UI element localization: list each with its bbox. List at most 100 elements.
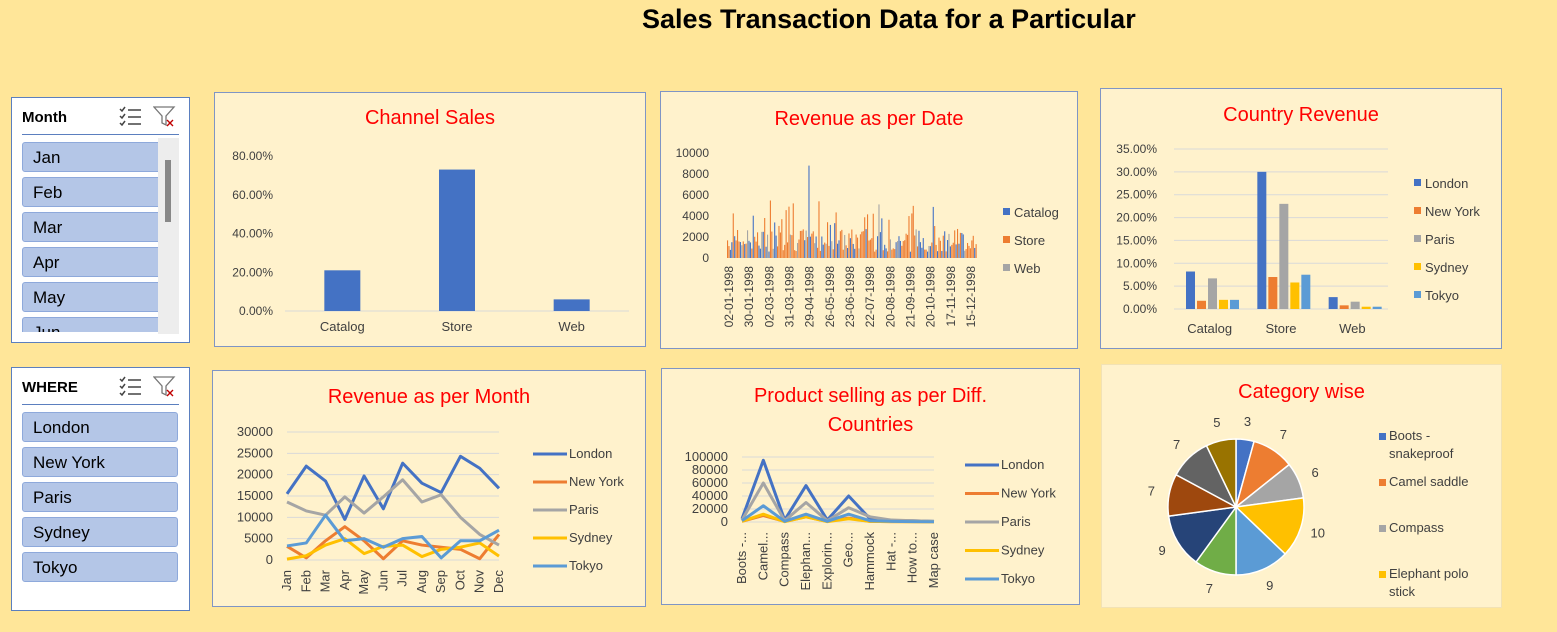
bar [739, 242, 741, 258]
data-label: 10 [1311, 526, 1325, 541]
bar [964, 250, 966, 258]
revenue-date-panel[interactable]: Revenue as per Date 0 2000 4000 6000 8000 100… [660, 91, 1078, 349]
bar [901, 245, 903, 258]
bar [791, 235, 793, 258]
revenue-month-panel[interactable]: Revenue as per Month 0 5000 10000 15000 2000… [212, 370, 646, 607]
scroll-thumb[interactable] [165, 160, 171, 222]
slicer-item-new-york[interactable]: New York [22, 447, 178, 477]
bar [844, 234, 846, 258]
x-tick-label: Oct [452, 570, 467, 591]
data-label: 7 [1280, 427, 1287, 442]
legend-label: Paris [1001, 514, 1031, 529]
bar [887, 251, 889, 258]
bar [858, 248, 860, 258]
channel-sales-panel[interactable]: Channel Sales 0.00% 20.00% 40.00% 60.00% 80.… [214, 92, 646, 347]
bar [827, 222, 829, 258]
country-revenue-panel[interactable]: Country Revenue 0.00% 5.00% 10.00% 15.00% 20… [1100, 88, 1502, 349]
bar [898, 236, 900, 258]
slicer-item-tokyo[interactable]: Tokyo [22, 552, 178, 582]
bar [815, 236, 817, 258]
x-tick-label: Compass [777, 532, 792, 587]
where-slicer[interactable]: WHERE London New York Paris Sydney Tokyo [11, 367, 190, 611]
slicer-item-jan[interactable]: Jan [22, 142, 178, 172]
bar [848, 233, 850, 258]
y-tick-label: 10.00% [1116, 256, 1157, 270]
x-tick-label: Explorin... [819, 532, 834, 590]
bar [802, 229, 804, 258]
bar [812, 231, 814, 258]
where-slicer-title: WHERE [22, 379, 78, 396]
bar [931, 242, 933, 258]
chart-title: Revenue as per Month [327, 386, 531, 408]
bar [909, 251, 911, 258]
x-tick-label: Catalog [320, 319, 365, 334]
multi-select-icon[interactable] [119, 106, 143, 128]
bar [747, 230, 749, 258]
bar [789, 234, 791, 258]
bar [959, 232, 961, 258]
bar [771, 231, 773, 258]
bar [759, 248, 761, 258]
slicer-item-jun[interactable]: Jun [22, 317, 178, 332]
series-line [285, 454, 501, 521]
slicer-item-apr[interactable]: Apr [22, 247, 178, 277]
clear-filter-icon[interactable] [153, 376, 177, 398]
y-tick-label: 80.00% [232, 149, 273, 163]
slicer-item-feb[interactable]: Feb [22, 177, 178, 207]
bar [918, 230, 920, 258]
bar [842, 249, 844, 258]
legend-label: Web [1014, 261, 1041, 276]
revenue-date-chart: 0 2000 4000 6000 8000 10000 02-01-1998 30-01-19… [676, 146, 1059, 328]
bar [782, 250, 784, 258]
clear-filter-icon[interactable] [153, 106, 177, 128]
legend-swatch [1414, 179, 1421, 186]
bar [767, 234, 769, 258]
y-tick-label: 60.00% [232, 188, 273, 202]
bar [862, 231, 864, 258]
series-line [286, 478, 500, 547]
x-tick-label: Geo... [841, 532, 856, 567]
y-tick-label: 80000 [692, 462, 728, 477]
bar [728, 246, 730, 258]
slicer-scrollbar[interactable] [158, 138, 179, 334]
legend-label: Paris [1425, 232, 1455, 247]
bar [835, 212, 837, 258]
bar [735, 240, 737, 258]
bar [878, 204, 880, 258]
slicer-item-may[interactable]: May [22, 282, 178, 312]
y-tick-label: 15000 [237, 488, 273, 503]
bar [927, 251, 929, 258]
bar [805, 230, 807, 258]
x-tick-label: Hat -... [883, 532, 898, 571]
y-tick-label: 20000 [237, 467, 273, 482]
category-wise-panel[interactable]: Category wise 3 7 6 10 9 7 9 7 7 5 Boots - snakepro… [1101, 364, 1502, 608]
bar [749, 242, 751, 258]
bar [958, 243, 960, 258]
data-label: 7 [1148, 484, 1155, 499]
slicer-item-sydney[interactable]: Sydney [22, 517, 178, 547]
slicer-item-mar[interactable]: Mar [22, 212, 178, 242]
bar [772, 248, 774, 258]
month-slicer[interactable]: Month Jan Feb Mar Apr May Jun [11, 97, 190, 343]
bar [884, 244, 886, 258]
legend-label: New York [1425, 204, 1480, 219]
bar [905, 233, 907, 258]
bar [962, 234, 964, 258]
y-tick-label: 0.00% [239, 304, 273, 318]
bar [952, 242, 954, 258]
bar [768, 251, 770, 258]
multi-select-icon[interactable] [119, 376, 143, 398]
legend-swatch [1003, 236, 1010, 243]
x-tick-label: 31-03-1998 [783, 266, 797, 328]
y-tick-label: 0 [702, 251, 709, 265]
slicer-item-london[interactable]: London [22, 412, 178, 442]
chart-title-line-1: Product selling as per Diff. [753, 385, 988, 407]
x-tick-label: Boots -... [734, 532, 749, 584]
y-tick-label: 5000 [244, 531, 273, 546]
product-countries-panel[interactable]: Product selling as per Diff. Countries 0… [661, 368, 1080, 605]
legend-label: Tokyo [569, 558, 603, 573]
bar [781, 219, 783, 258]
bar [885, 248, 887, 258]
bar [954, 230, 956, 258]
slicer-item-paris[interactable]: Paris [22, 482, 178, 512]
